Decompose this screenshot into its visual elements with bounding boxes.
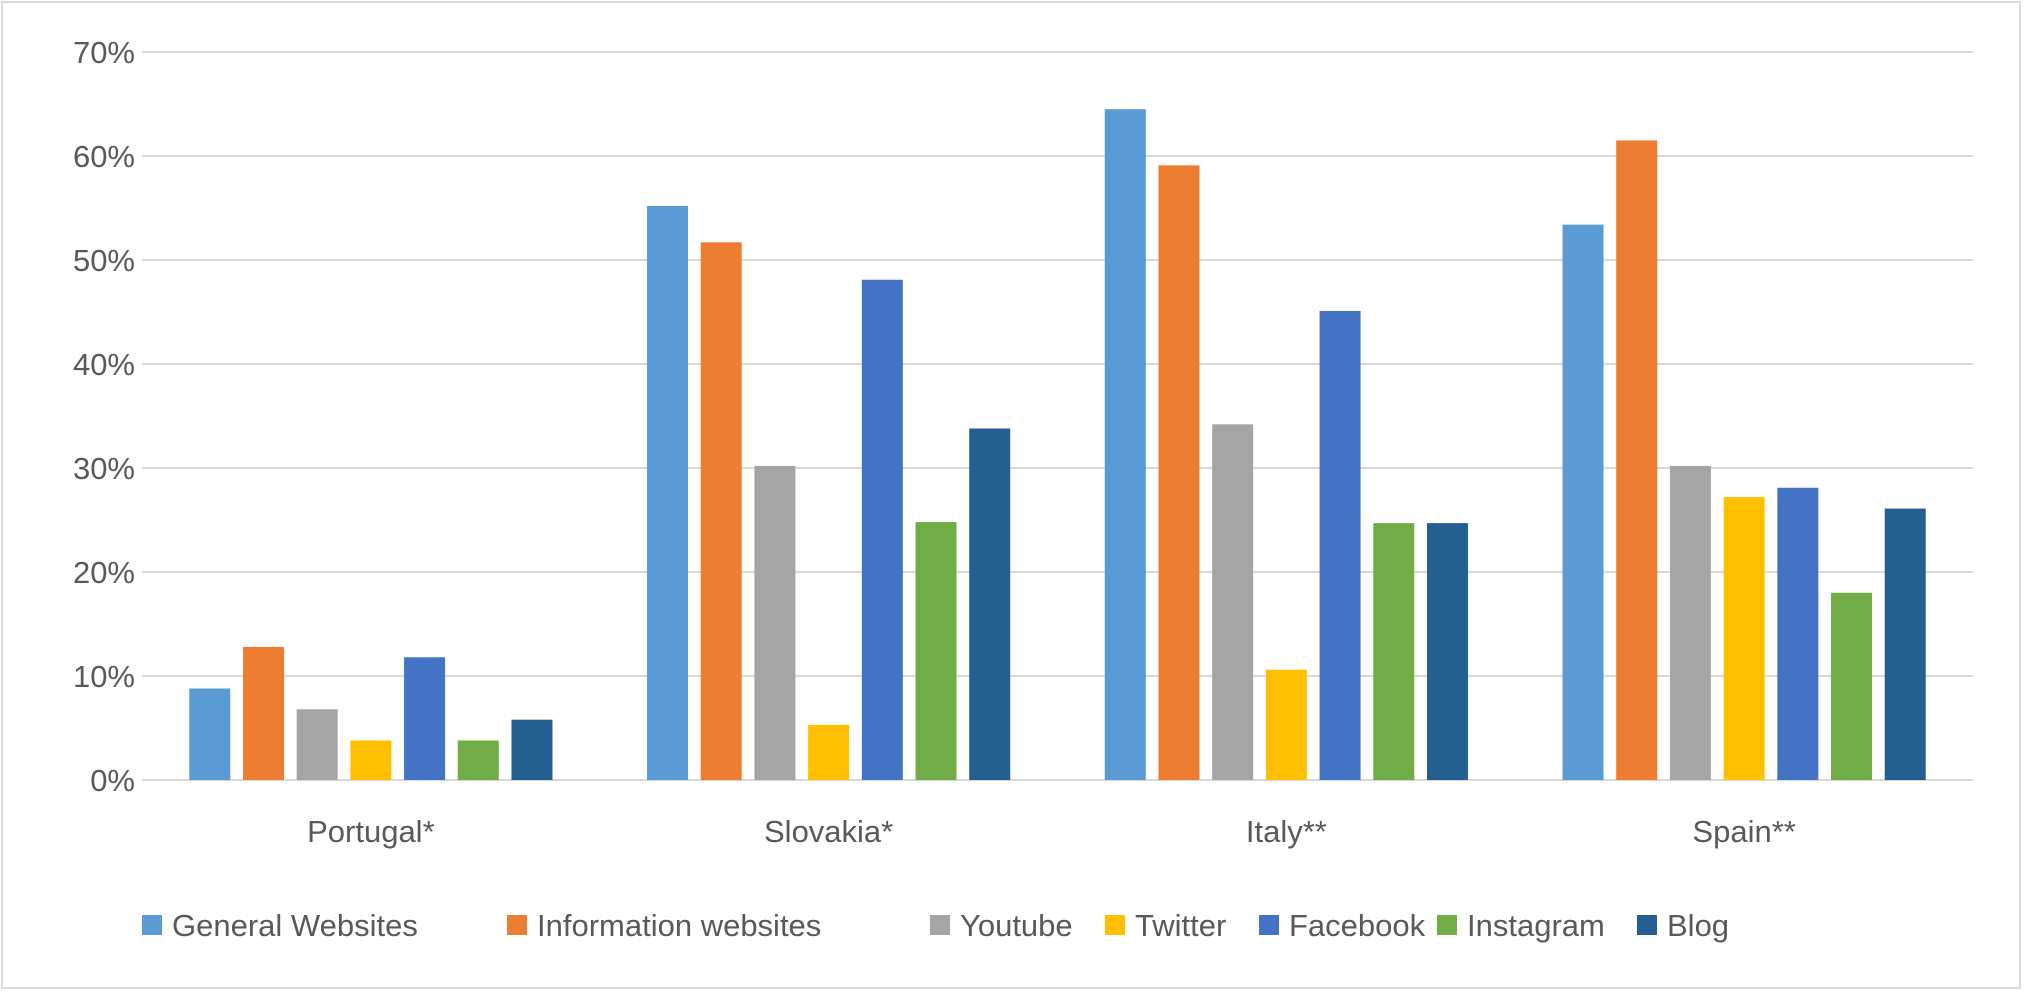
bar-youtube xyxy=(754,465,796,780)
x-category-label: Spain** xyxy=(1692,814,1795,849)
y-tick-label: 60% xyxy=(73,139,135,174)
legend-label: General Websites xyxy=(172,908,418,943)
y-tick-label: 0% xyxy=(90,763,135,798)
legend-item: Youtube xyxy=(930,908,1073,943)
legend-swatch xyxy=(1259,915,1279,935)
legend-swatch xyxy=(1437,915,1457,935)
legend: General Websites Information websites Yout… xyxy=(142,908,1729,943)
bar-instagram xyxy=(1831,592,1873,780)
legend-swatch xyxy=(1105,915,1125,935)
bar-youtube xyxy=(1669,465,1711,780)
legend-item: Instagram xyxy=(1437,908,1605,943)
legend-label: Facebook xyxy=(1289,908,1426,943)
x-category-label: Italy** xyxy=(1246,814,1327,849)
gridlines xyxy=(142,51,1973,781)
x-category-label: Slovakia* xyxy=(764,814,893,849)
y-tick-label: 40% xyxy=(73,347,135,382)
bar-facebook xyxy=(861,279,903,780)
legend-item: Twitter xyxy=(1105,908,1226,943)
bar-general-websites xyxy=(189,688,231,780)
bar-information-websites xyxy=(700,242,742,780)
bar-twitter xyxy=(1723,497,1765,780)
bar-instagram xyxy=(1373,523,1415,780)
bar-general-websites xyxy=(647,205,689,781)
bar-blog xyxy=(511,719,553,780)
bar-instagram xyxy=(457,740,499,780)
bar-information-websites xyxy=(1158,165,1200,781)
bar-instagram xyxy=(915,522,957,780)
y-tick-label: 50% xyxy=(73,243,135,278)
bar-general-websites xyxy=(1562,224,1604,780)
legend-item: General Websites xyxy=(142,908,418,943)
bar-blog xyxy=(1884,508,1926,780)
legend-swatch xyxy=(142,915,162,935)
y-tick-label: 70% xyxy=(73,35,135,70)
legend-label: Blog xyxy=(1667,908,1729,943)
legend-label: Information websites xyxy=(537,908,821,943)
bar-youtube xyxy=(1212,424,1254,780)
bar-facebook xyxy=(404,657,446,780)
bar-facebook xyxy=(1319,310,1361,780)
bar-facebook xyxy=(1777,487,1819,780)
x-category-label: Portugal* xyxy=(307,814,435,849)
legend-label: Youtube xyxy=(960,908,1073,943)
legend-swatch xyxy=(930,915,950,935)
bar-twitter xyxy=(1265,669,1307,780)
legend-item: Blog xyxy=(1637,908,1729,943)
legend-label: Twitter xyxy=(1135,908,1226,943)
legend-label: Instagram xyxy=(1467,908,1605,943)
bar-general-websites xyxy=(1104,109,1146,780)
bars xyxy=(189,109,1926,781)
legend-swatch xyxy=(1637,915,1657,935)
bar-information-websites xyxy=(242,646,284,780)
legend-swatch xyxy=(507,915,527,935)
bar-twitter xyxy=(350,740,392,780)
x-axis-categories: Portugal* Slovakia* Italy** Spain** xyxy=(307,814,1796,849)
y-tick-label: 20% xyxy=(73,555,135,590)
bar-information-websites xyxy=(1616,140,1658,780)
bar-twitter xyxy=(808,724,850,780)
legend-item: Information websites xyxy=(507,908,821,943)
bar-youtube xyxy=(296,709,338,780)
bar-blog xyxy=(969,428,1011,780)
y-tick-label: 10% xyxy=(73,659,135,694)
y-axis-ticks: 0% 10% 20% 30% 40% 50% 60% 70% xyxy=(73,35,135,798)
y-tick-label: 30% xyxy=(73,451,135,486)
legend-item: Facebook xyxy=(1259,908,1426,943)
bar-blog xyxy=(1426,523,1468,780)
